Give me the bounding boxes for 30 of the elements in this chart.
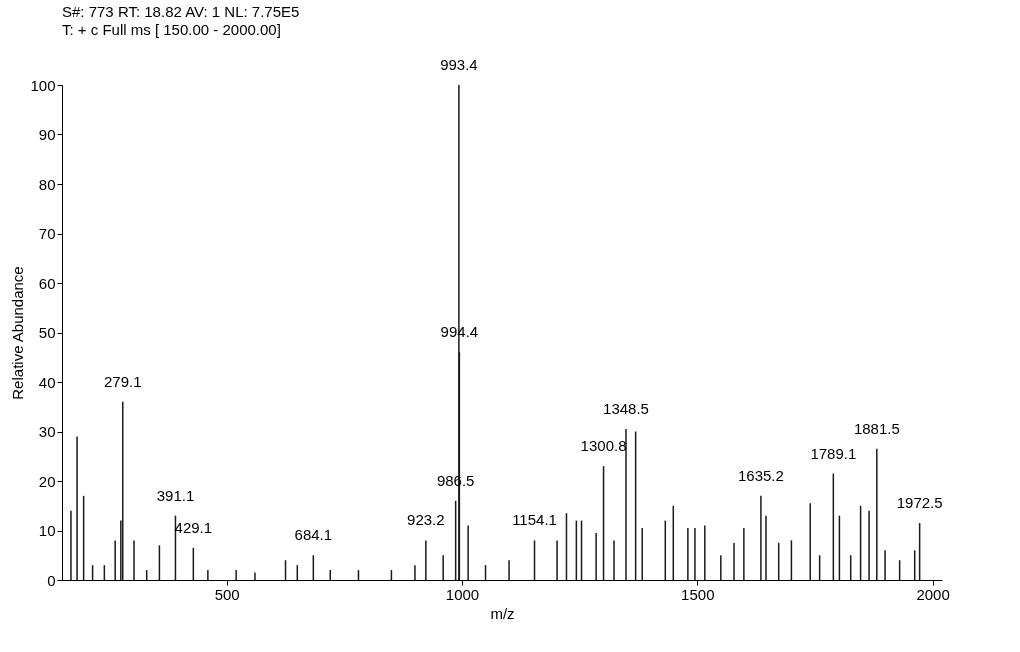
annotation: 1881.5 — [853, 419, 900, 437]
y-tick-label: 0 — [47, 571, 56, 589]
annotation: 1789.1 — [810, 444, 857, 462]
y-tick-label: 100 — [30, 76, 56, 94]
y-tick-label: 90 — [38, 126, 56, 143]
chart-subtitle: T: + c Full ms [ 150.00 - 2000.00] — [62, 21, 281, 38]
chart-title: S#: 773 RT: 18.82 AV: 1 NL: 7.75E5 — [62, 3, 300, 20]
annotation: 1154.1 — [512, 511, 557, 529]
y-tick-label: 50 — [38, 324, 56, 341]
annotation: 1972.5 — [896, 494, 943, 512]
annotation: 279.1 — [103, 372, 142, 390]
annotation: 684.1 — [294, 526, 333, 544]
x-tick-label: 2000 — [916, 585, 950, 603]
y-tick-label: 30 — [38, 423, 56, 440]
x-tick-label: 1500 — [681, 585, 715, 603]
y-tick-label: 20 — [38, 472, 56, 490]
annotation: 923.2 — [407, 511, 445, 529]
y-tick-label: 70 — [38, 225, 56, 242]
annotation: 1635.2 — [737, 466, 784, 484]
annotation: 993.4 — [440, 56, 478, 73]
annotation: 1348.5 — [603, 400, 649, 418]
y-tick-label: 60 — [38, 274, 56, 292]
annotation: 391.1 — [156, 486, 195, 504]
x-axis-title: m/z — [490, 604, 515, 622]
y-tick-label: 40 — [38, 373, 56, 391]
x-tick-label: 500 — [214, 585, 240, 603]
x-tick-label: 1000 — [445, 585, 480, 603]
y-tick-label: 10 — [38, 522, 56, 539]
y-tick-label: 80 — [38, 175, 56, 193]
y-axis-title: Relative Abundance — [9, 266, 27, 400]
